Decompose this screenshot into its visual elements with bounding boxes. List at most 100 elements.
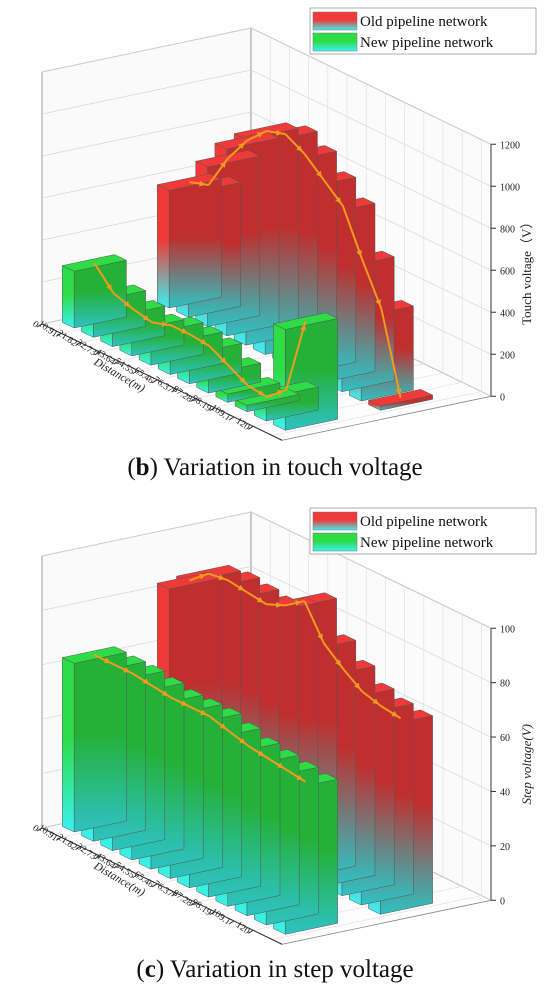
- trend-arrowhead: [161, 321, 169, 327]
- touch-voltage-panel: 0 200 400 600 800 1000 1200 Touch voltage（V） 0 10…: [0, 0, 550, 460]
- x-tick: [190, 397, 196, 402]
- legend-swatch: [312, 532, 358, 552]
- trend-arrowhead: [256, 132, 264, 138]
- caption-step-voltage: (c) Variation in step voltage: [0, 956, 550, 984]
- caption-touch-voltage: (b) Variation in touch voltage: [0, 454, 550, 482]
- legend-label: New pipeline network: [360, 35, 494, 51]
- x-tick: [94, 351, 100, 356]
- trend-arrowhead: [220, 357, 227, 364]
- bar-side-face: [73, 259, 127, 329]
- legend-label: Old pipeline network: [360, 14, 488, 30]
- trend-arrowhead: [106, 284, 112, 291]
- x-tick-label: 0: [30, 320, 40, 331]
- legend-label: New pipeline network: [360, 535, 494, 551]
- x-tick: [113, 864, 120, 869]
- z-tick-label: 600: [500, 266, 515, 277]
- trend-arrowhead: [257, 750, 265, 757]
- bar-top-face: [61, 646, 128, 664]
- x-tick: [247, 929, 254, 934]
- z-tick-label: 200: [500, 350, 515, 361]
- z-tick-label: 20: [500, 842, 510, 853]
- caption-b-open: (: [127, 454, 136, 481]
- z-tick-label: 400: [500, 308, 515, 319]
- trend-arrowhead: [296, 145, 303, 152]
- x-tick: [113, 360, 120, 365]
- x-tick-label: 0: [30, 824, 40, 835]
- z-axis-label: Step voltage(V): [519, 724, 534, 805]
- legend: Old pipeline network New pipeline network: [309, 7, 537, 55]
- z-axis-label: Touch voltage（V）: [519, 216, 534, 325]
- z-grid-line: [41, 69, 492, 187]
- trend-arrowhead: [123, 667, 131, 673]
- trend-arrowhead: [317, 633, 323, 641]
- z-tick-label: 1200: [500, 140, 520, 151]
- x-tick: [151, 379, 158, 384]
- x-tick: [228, 416, 235, 421]
- caption-c-letter: c: [144, 956, 156, 983]
- z-tick-label: 0: [500, 896, 505, 907]
- z-axis: 0 20 40 60 80 100 Step voltage(V): [490, 624, 534, 907]
- bar-front-face: [62, 657, 75, 833]
- trend-arrowhead: [372, 698, 379, 705]
- x-tick: [132, 874, 139, 878]
- legend: Old pipeline network New pipeline network: [309, 507, 537, 555]
- trend-arrowhead: [104, 657, 111, 664]
- z-grid-line: [41, 566, 492, 683]
- caption-c-text: ) Variation in step voltage: [155, 956, 414, 983]
- trend-arrowhead: [142, 678, 150, 684]
- bar-front-face: [62, 265, 75, 329]
- trend-line-old: [189, 572, 402, 720]
- z-tick-label: 40: [500, 787, 510, 798]
- trend-arrowhead: [296, 774, 303, 781]
- x-tick: [75, 342, 81, 347]
- x-tick: [75, 846, 81, 851]
- bar: [156, 173, 223, 309]
- trend-line-new: [93, 654, 307, 783]
- trend-arrowhead: [257, 389, 265, 396]
- x-tick: [151, 883, 158, 888]
- trend-arrowhead: [256, 596, 264, 603]
- bar-top-face: [156, 173, 223, 191]
- trend-arrowhead: [239, 377, 246, 384]
- z-grid-line: [41, 27, 492, 145]
- trend-arrowhead: [276, 129, 283, 136]
- x-tick: [228, 920, 235, 925]
- x-tick: [209, 911, 216, 916]
- x-tick: [171, 388, 177, 393]
- trend-arrowhead: [199, 180, 206, 187]
- legend-swatch: [312, 511, 358, 531]
- z-tick-label: 60: [500, 733, 510, 744]
- trend-arrowhead: [180, 700, 188, 706]
- z-axis: 0 200 400 600 800 1000 1200 Touch voltage（V）: [490, 140, 534, 403]
- trend-arrowhead: [199, 573, 206, 580]
- trend-arrowhead: [300, 324, 306, 331]
- caption-c-open: (: [136, 956, 145, 983]
- z-tick-label: 800: [500, 224, 515, 235]
- trend-arrowhead: [218, 574, 225, 581]
- trend-arrowhead: [180, 328, 188, 334]
- trend-arrowhead: [391, 711, 398, 717]
- trend-arrowhead: [395, 388, 402, 395]
- trend-arrowhead: [375, 299, 381, 306]
- trend-arrowhead: [142, 314, 150, 321]
- trend-arrowhead: [316, 170, 322, 178]
- x-tick: [55, 332, 62, 337]
- z-grid-line: [41, 511, 492, 629]
- trend-segment: [285, 320, 307, 390]
- caption-b-text: ) Variation in touch voltage: [149, 454, 423, 481]
- bar: [61, 254, 128, 329]
- bar-front-face: [157, 184, 170, 309]
- step-voltage-panel: 0 20 40 60 80 100 Step voltage(V) 0 10.91 21.82 32…: [0, 500, 550, 960]
- trend-arrowhead: [276, 601, 283, 608]
- series-new: [61, 646, 339, 935]
- trend-arrowhead: [276, 390, 284, 396]
- legend-label: Old pipeline network: [360, 514, 488, 530]
- trend-arrowhead: [237, 584, 245, 591]
- legend-swatch: [312, 32, 358, 52]
- x-tick: [94, 855, 100, 860]
- x-tick: [247, 425, 254, 430]
- trend-line-old: [189, 129, 402, 398]
- trend-arrowhead: [200, 338, 207, 345]
